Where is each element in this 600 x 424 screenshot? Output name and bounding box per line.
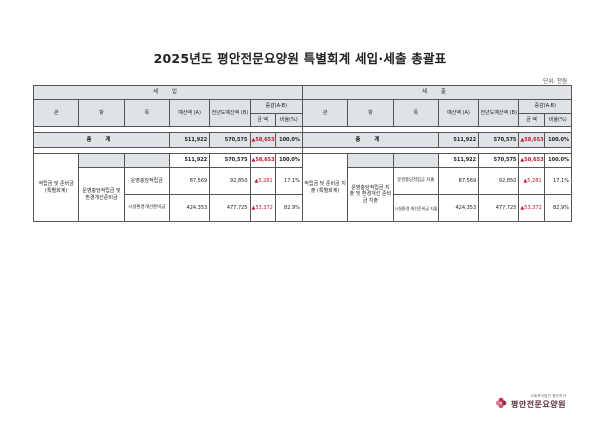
- revenue-mok-header: 목: [123, 99, 170, 127]
- revenue-total-budget: 511,922: [168, 132, 211, 148]
- page-title: 2025년도 평안전문요양원 특별회계 세입·세출 총괄표: [153, 51, 447, 66]
- expense-hang-blank: [347, 153, 394, 168]
- expense-mok-cell: 시설환경 개선준비금 지출: [392, 194, 439, 222]
- revenue-gwan-header: 관: [32, 99, 80, 127]
- revenue-row-ratio: 17.1%: [274, 167, 303, 195]
- footer-logo: 사회복지법인 평안지의 평안전문요양원: [494, 394, 566, 410]
- expense-total-label: 총 계: [301, 132, 439, 148]
- flower-logo-icon: [495, 397, 507, 409]
- expense-row-amount: ▲5,281: [518, 167, 545, 195]
- revenue-gwan-cell: 적립금 및 준비금 (특별회계): [32, 153, 80, 222]
- expense-total-ratio: 100.0%: [543, 132, 573, 148]
- revenue-prev-header: 전년도예산액 (B): [209, 99, 251, 127]
- revenue-row-prev: 477,725: [209, 194, 251, 222]
- revenue-gwan-budget: 511,922: [168, 153, 211, 168]
- revenue-hang-blank: [78, 153, 125, 168]
- revenue-row-amount: ▲5,281: [249, 167, 276, 195]
- revenue-hang-cell: 운영충당적립금 및 환경개선준비금: [78, 167, 125, 222]
- expense-row-ratio: 82.9%: [543, 194, 573, 222]
- expense-mok-header: 목: [392, 99, 439, 127]
- expense-ratio-header: 비율(%): [543, 113, 573, 127]
- revenue-budget-header: 예산액 (A): [168, 99, 211, 127]
- revenue-ratio-header: 비율(%): [274, 113, 303, 127]
- budget-summary-table: 세 입 세 출 관 항 목 예산액 (A) 전년도예산액 (B) 증감(A-B)…: [32, 85, 573, 222]
- expense-row-ratio: 17.1%: [543, 167, 573, 195]
- expense-amount-header: 금 액: [518, 113, 545, 127]
- revenue-mok-blank: [123, 153, 170, 168]
- expense-mok-cell: 운영충당적립금 지출: [392, 167, 439, 195]
- revenue-row-budget: 424,353: [168, 194, 211, 222]
- expense-hang-cell: 운영충당적립금 지출 및 환경개선 준비금 지출: [347, 167, 394, 222]
- expense-row-prev: 92,850: [478, 167, 520, 195]
- expense-gwan-amount: ▲58,653: [518, 153, 545, 168]
- revenue-mok-cell: 운영충당적립금: [123, 167, 170, 195]
- unit-label: 단위: 천원: [543, 79, 567, 85]
- expense-mok-blank: [392, 153, 439, 168]
- expense-gwan-ratio: 100.0%: [543, 153, 573, 168]
- revenue-hang-header: 항: [78, 99, 125, 127]
- expense-row-budget: 87,569: [437, 167, 480, 195]
- expense-gwan-header: 관: [301, 99, 349, 127]
- expense-row-amount: ▲53,372: [518, 194, 545, 222]
- revenue-total-prev: 570,575: [209, 132, 251, 148]
- footer-org-name: 평안전문요양원: [510, 400, 566, 409]
- revenue-gwan-ratio: 100.0%: [274, 153, 303, 168]
- expense-row-prev: 477,725: [478, 194, 520, 222]
- revenue-total-ratio: 100.0%: [274, 132, 303, 148]
- revenue-row-amount: ▲53,372: [249, 194, 276, 222]
- revenue-mok-cell: 시설환경개선준비금: [123, 194, 170, 222]
- revenue-row-budget: 87,569: [168, 167, 211, 195]
- revenue-row-prev: 92,850: [209, 167, 251, 195]
- expense-section-header: 세 출: [301, 85, 573, 100]
- expense-gwan-prev: 570,575: [478, 153, 520, 168]
- expense-gwan-budget: 511,922: [437, 153, 480, 168]
- expense-gwan-cell: 적립금 및 준비금 지출 (특별회계): [301, 153, 349, 222]
- revenue-row-ratio: 82.9%: [274, 194, 303, 222]
- expense-diff-header: 증감(A-B): [518, 99, 572, 114]
- revenue-section-header: 세 입: [33, 85, 303, 100]
- revenue-total-label: 총 계: [33, 132, 170, 148]
- expense-prev-header: 전년도예산액 (B): [478, 99, 520, 127]
- revenue-gwan-amount: ▲58,653: [249, 153, 276, 168]
- revenue-total-amount: ▲58,653: [249, 132, 276, 148]
- revenue-gwan-prev: 570,575: [209, 153, 251, 168]
- footer-subtitle: 사회복지법인 평안지의: [530, 394, 566, 398]
- expense-total-prev: 570,575: [478, 132, 520, 148]
- expense-budget-header: 예산액 (A): [437, 99, 480, 127]
- expense-row-budget: 424,353: [437, 194, 480, 222]
- expense-total-amount: ▲58,653: [518, 132, 545, 148]
- revenue-diff-header: 증감(A-B): [249, 99, 303, 114]
- expense-total-budget: 511,922: [437, 132, 480, 148]
- expense-hang-header: 항: [347, 99, 394, 127]
- revenue-amount-header: 금 액: [249, 113, 276, 127]
